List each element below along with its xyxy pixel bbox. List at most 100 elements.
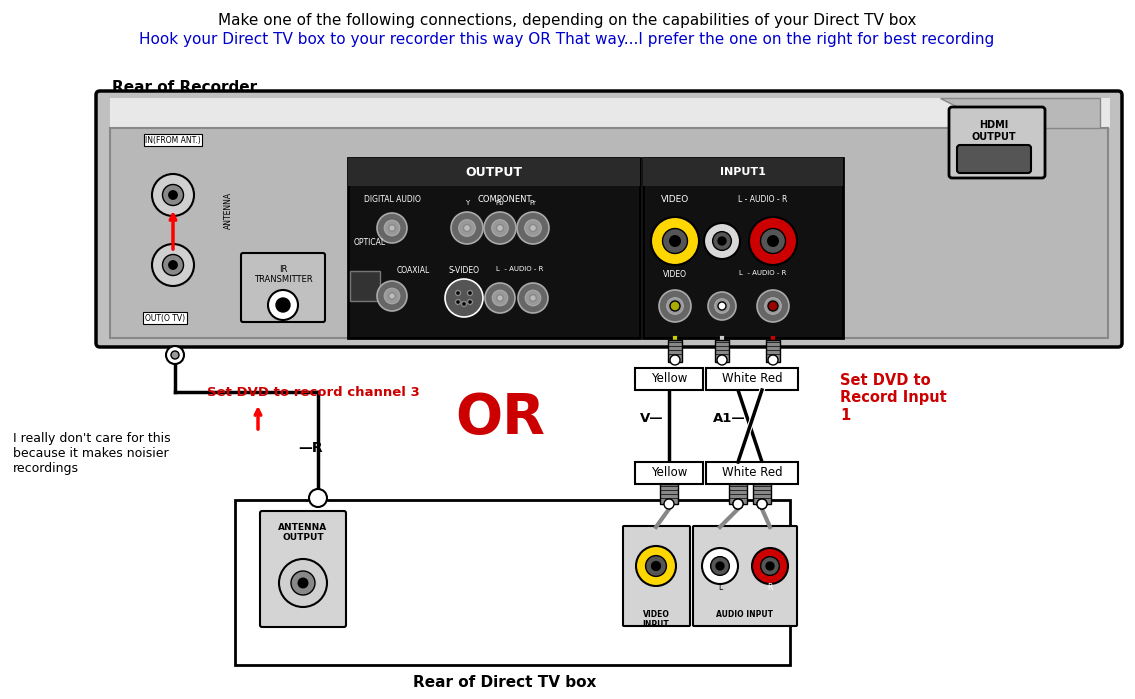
Text: Hook your Direct TV box to your recorder this way OR That way...I prefer the one: Hook your Direct TV box to your recorder… <box>140 32 994 47</box>
Circle shape <box>760 556 780 575</box>
Circle shape <box>388 293 395 299</box>
Text: AUDIO INPUT: AUDIO INPUT <box>716 610 773 619</box>
Text: Make one of the following connections, depending on the capabilities of your Dir: Make one of the following connections, d… <box>218 13 916 28</box>
Circle shape <box>716 562 724 570</box>
Bar <box>706 368 798 390</box>
Circle shape <box>530 295 537 301</box>
Bar <box>753 484 771 504</box>
Text: I really don't care for this
because it makes noisier
recordings: I really don't care for this because it … <box>12 432 170 475</box>
Circle shape <box>445 279 484 317</box>
FancyBboxPatch shape <box>623 526 690 626</box>
Bar <box>644 158 843 186</box>
Circle shape <box>451 212 484 244</box>
Bar <box>669 340 682 362</box>
Text: ANTENNA
OUTPUT: ANTENNA OUTPUT <box>278 523 328 542</box>
Circle shape <box>493 290 507 305</box>
Text: Yellow: Yellow <box>650 373 687 386</box>
Bar <box>729 484 747 504</box>
Circle shape <box>485 283 515 313</box>
Circle shape <box>518 212 549 244</box>
Circle shape <box>171 351 179 359</box>
Circle shape <box>518 283 548 313</box>
Circle shape <box>385 288 400 304</box>
FancyBboxPatch shape <box>241 253 325 322</box>
Circle shape <box>757 499 767 509</box>
Text: White Red: White Red <box>722 373 782 386</box>
Circle shape <box>169 191 177 199</box>
Circle shape <box>468 291 472 296</box>
Text: IN(FROM ANT.): IN(FROM ANT.) <box>145 136 201 145</box>
Text: A1—: A1— <box>713 412 746 424</box>
Circle shape <box>717 355 728 365</box>
Bar <box>350 271 380 301</box>
Bar <box>706 462 798 484</box>
Circle shape <box>753 548 788 584</box>
Text: OR: OR <box>455 391 545 445</box>
Circle shape <box>459 219 476 236</box>
Circle shape <box>733 499 743 509</box>
Text: R: R <box>767 582 773 591</box>
Text: IR
TRANSMITTER: IR TRANSMITTER <box>254 265 312 284</box>
Text: COAXIAL: COAXIAL <box>397 266 430 275</box>
Bar <box>715 340 729 362</box>
Circle shape <box>713 231 731 250</box>
Circle shape <box>455 291 461 296</box>
Circle shape <box>666 298 683 315</box>
Circle shape <box>162 185 184 206</box>
Circle shape <box>651 217 699 265</box>
Circle shape <box>768 355 777 365</box>
Circle shape <box>765 298 781 315</box>
Circle shape <box>733 499 743 509</box>
Circle shape <box>377 281 407 311</box>
FancyBboxPatch shape <box>957 145 1031 173</box>
Text: Pr: Pr <box>530 200 537 206</box>
Circle shape <box>491 219 508 236</box>
FancyBboxPatch shape <box>96 91 1123 347</box>
Circle shape <box>646 556 666 577</box>
Circle shape <box>385 220 400 236</box>
Circle shape <box>704 223 740 259</box>
Text: L: L <box>717 582 722 591</box>
Text: ANTENNA: ANTENNA <box>224 192 233 229</box>
Text: Set DVD to record channel 3: Set DVD to record channel 3 <box>207 386 420 398</box>
Circle shape <box>484 212 516 244</box>
Text: DIGITAL AUDIO: DIGITAL AUDIO <box>363 195 420 204</box>
Bar <box>348 158 640 186</box>
Circle shape <box>757 290 789 322</box>
Text: Y: Y <box>465 200 469 206</box>
FancyBboxPatch shape <box>110 128 1108 338</box>
Text: V—: V— <box>640 412 664 424</box>
Circle shape <box>496 224 504 231</box>
Text: White Red: White Red <box>722 466 782 480</box>
Circle shape <box>760 229 785 254</box>
Circle shape <box>291 571 316 595</box>
Circle shape <box>299 578 308 588</box>
Circle shape <box>388 224 395 231</box>
FancyBboxPatch shape <box>260 511 346 627</box>
Circle shape <box>462 301 466 306</box>
Text: Yellow: Yellow <box>650 466 687 480</box>
Circle shape <box>670 301 680 311</box>
Circle shape <box>377 213 407 243</box>
Circle shape <box>718 302 726 310</box>
Bar <box>634 462 703 484</box>
Bar <box>634 368 703 390</box>
Text: L  - AUDIO - R: L - AUDIO - R <box>496 266 544 272</box>
Circle shape <box>455 299 461 305</box>
Text: Rear of Recorder: Rear of Recorder <box>112 80 258 95</box>
Circle shape <box>309 489 327 507</box>
Circle shape <box>711 556 730 575</box>
Bar <box>235 500 790 665</box>
Circle shape <box>530 224 537 231</box>
Circle shape <box>703 548 738 584</box>
Circle shape <box>526 290 540 305</box>
Circle shape <box>766 562 774 570</box>
Bar <box>766 340 780 362</box>
Circle shape <box>463 224 471 231</box>
Circle shape <box>715 298 730 313</box>
Circle shape <box>152 174 194 216</box>
Circle shape <box>152 244 194 286</box>
Text: VIDEO
INPUT: VIDEO INPUT <box>642 610 670 629</box>
Circle shape <box>524 219 541 236</box>
Circle shape <box>718 237 726 245</box>
